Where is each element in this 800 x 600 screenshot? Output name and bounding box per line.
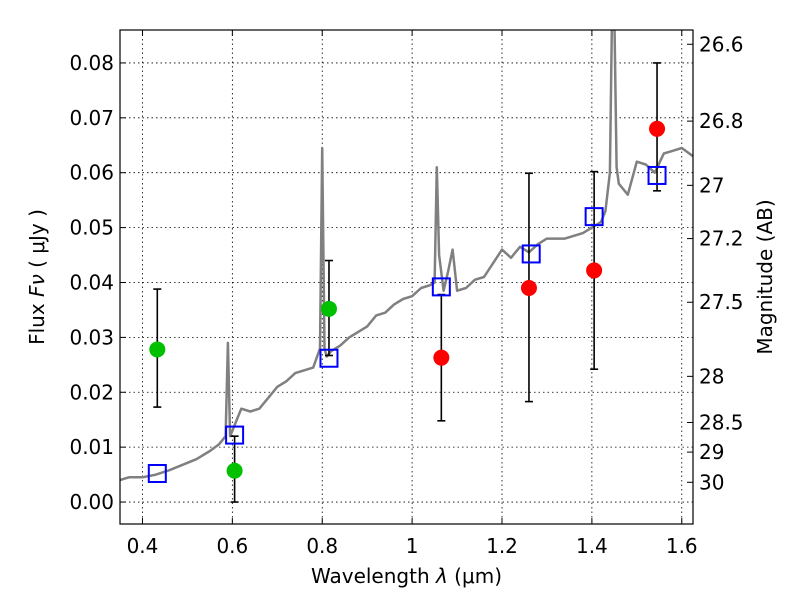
x-tick-label: 0.4: [127, 534, 159, 558]
y-tick-label: 0.03: [69, 325, 114, 349]
plot-frame: [119, 29, 694, 525]
right-axis-tick-label: 30: [699, 470, 724, 494]
y-tick-label: 0.08: [69, 51, 114, 75]
y-tick-label: 0.07: [69, 106, 114, 130]
model-square-point: [225, 425, 245, 445]
right-axis-tick-label: 27.5: [699, 290, 744, 314]
ticks: 0.4 0.6 0.8 1 1.2 1.4 1.6 0.00 0.01 0.02 0.03 0.04 0…: [69, 30, 744, 558]
y-tick-label: 0.04: [69, 270, 114, 294]
model-square-point: [147, 464, 167, 484]
right-axis-tick-label: 27.2: [699, 227, 744, 251]
model-square-point: [647, 165, 667, 185]
y-axis-label: Flux Fν ( μJy ): [25, 209, 49, 345]
y-tick-label: 0.06: [69, 161, 114, 185]
data-point: [433, 349, 450, 366]
model-square-point: [521, 244, 541, 264]
data-point: [520, 279, 537, 296]
x-tick-label: 0.8: [306, 534, 338, 558]
right-axis-tick-label: 27: [699, 173, 724, 197]
right-axis-tick-label: 29: [699, 440, 724, 464]
right-axis-tick-label: 28.5: [699, 410, 744, 434]
x-tick-label: 1.6: [666, 534, 698, 558]
data-point: [586, 262, 603, 279]
model-square-point: [431, 277, 451, 297]
right-axis-label: Magnitude (AB): [753, 199, 777, 354]
y-tick-label: 0.01: [69, 435, 114, 459]
x-tick-label: 1: [406, 534, 419, 558]
spectrum-line: [120, 30, 693, 482]
plot-area: [120, 30, 693, 503]
right-axis-tick-label: 28: [699, 364, 724, 388]
y-tick-label: 0.02: [69, 380, 114, 404]
model-square-point: [584, 207, 604, 227]
data-point: [226, 462, 243, 479]
x-tick-label: 0.6: [216, 534, 248, 558]
data-point: [320, 300, 337, 317]
y-tick-label: 0.05: [69, 216, 114, 240]
x-tick-label: 1.4: [576, 534, 608, 558]
grid-lines: [120, 30, 693, 524]
y-tick-label: 0.00: [69, 490, 114, 514]
right-axis-tick-label: 26.6: [699, 32, 744, 56]
data-point: [649, 120, 666, 137]
model-square-point: [319, 348, 339, 368]
data-point: [149, 341, 166, 358]
x-axis-label: Wavelength λ (μm): [311, 564, 502, 588]
x-tick-label: 1.2: [486, 534, 518, 558]
right-axis-tick-label: 26.8: [699, 109, 744, 133]
